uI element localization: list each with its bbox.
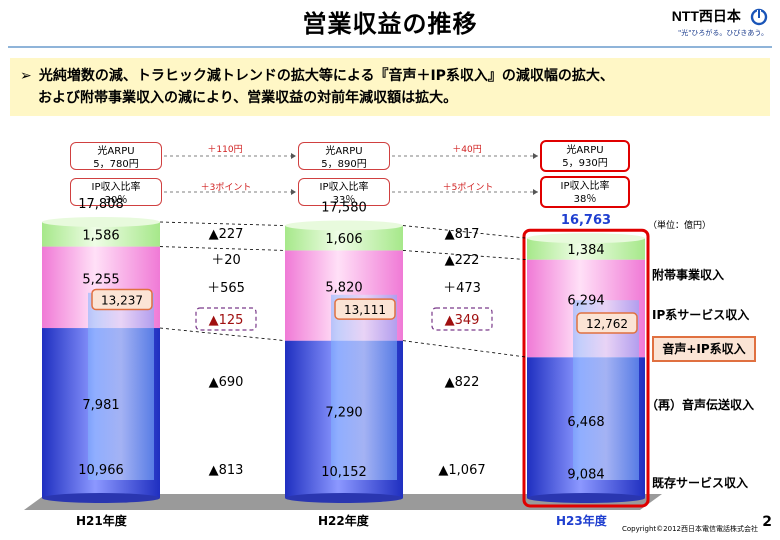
label-existing-0: 10,966 (78, 463, 124, 478)
connector-total-0 (159, 221, 286, 226)
legend-ip: IP系サービス収入 (652, 308, 750, 322)
ntt-logo-icon (750, 8, 768, 25)
label-existing-1: 10,152 (321, 465, 367, 480)
bar-base-1 (285, 493, 403, 503)
bar-base-0 (42, 493, 160, 503)
arrow-arpu-2-head (533, 153, 538, 159)
legend-voice: （再）音声伝送収入 (646, 398, 755, 412)
voice-ip-box-2 (576, 312, 638, 334)
title-divider (8, 46, 772, 48)
inner-voice-ip-0 (88, 292, 154, 480)
x-label-h23: H23年度 (556, 514, 607, 528)
label-total-0: 17,808 (78, 197, 124, 212)
label-voice-ip-0: 13,237 (101, 294, 143, 308)
connector-ip-0 (159, 246, 286, 251)
change-voice-ip-1: ▲349 (445, 313, 480, 328)
label-aux-1: 1,606 (325, 232, 362, 247)
change-total-1: ▲817 (445, 227, 480, 242)
connector-existing-0 (159, 327, 286, 342)
arrow-arpu-1-head (291, 153, 296, 159)
tagline: "光"ひろがる。ひびきあう。 (677, 29, 768, 37)
banner-line-2: および附帯事業収入の減により、営業収益の対前年減収額は拡大。 (38, 90, 458, 106)
change-existing-1: ▲1,067 (438, 463, 485, 478)
x-label-h22: H22年度 (318, 514, 369, 528)
x-label-h21: H21年度 (76, 514, 127, 528)
legend-existing: 既存サービス収入 (652, 476, 749, 490)
label-voice-ip-2: 12,762 (586, 317, 628, 331)
label-aux-0: 1,586 (82, 228, 119, 243)
connector-existing-1 (402, 340, 528, 358)
bar-top-0 (42, 216, 160, 227)
change-voice-ip-0: ▲125 (209, 313, 244, 328)
ip-ratio-box-h21: IP収入比率 30％ (70, 178, 162, 206)
bar-top-1 (285, 220, 403, 231)
ip-ratio-box-h23: IP収入比率 38％ (540, 176, 630, 208)
company-name: NTT西日本 (671, 8, 741, 24)
legend-aux: 附帯事業収入 (652, 268, 725, 282)
arpu-box-h21: 光ARPU 5，780円 (70, 142, 162, 170)
change-voice-1: ▲822 (445, 375, 480, 390)
change-aux-1: ▲222 (445, 253, 480, 268)
bar-base-2 (527, 493, 645, 503)
connector-total-1 (402, 225, 528, 239)
arrow-ip-1-head (291, 189, 296, 195)
change-total-0: ▲227 (209, 227, 244, 242)
summary-banner: ➢ 光純増数の減、トラヒック減トレンドの拡大等による『音声＋IP系収入』の減収幅… (10, 58, 770, 116)
change-voice-0: ▲690 (209, 375, 244, 390)
arpu-delta-2: ＋40円 (452, 145, 482, 155)
change-aux-0: ＋20 (211, 253, 241, 268)
ip-ratio-box-h22: IP収入比率 33％ (298, 178, 390, 206)
connector-ip-1 (402, 250, 528, 261)
label-voice-2: 6,468 (567, 415, 604, 430)
arpu-delta-1: ＋110円 (207, 145, 243, 155)
page-title: 営業収益の推移 (302, 10, 478, 38)
brand: NTT西日本 "光"ひろがる。ひびきあう。 (672, 6, 768, 38)
arpu-box-h23: 光ARPU 5，930円 (540, 140, 630, 172)
label-voice-1: 7,290 (325, 406, 362, 421)
arpu-box-h22: 光ARPU 5，890円 (298, 142, 390, 170)
label-ip-1: 5,820 (325, 281, 362, 296)
label-total-2: 16,763 (561, 213, 611, 228)
page-number: 2 (762, 514, 772, 530)
inner-voice-ip-1 (331, 294, 397, 480)
legend-voice-ip: 音声+IP系収入 (652, 336, 756, 362)
change-existing-0: ▲813 (209, 463, 244, 478)
label-aux-2: 1,384 (567, 243, 604, 258)
change-ip-0: ＋565 (207, 281, 245, 296)
change-voice-ip-box-1 (431, 307, 493, 331)
unit-label: （単位：億円） (648, 221, 712, 231)
bar-top-2 (527, 233, 645, 244)
label-voice-0: 7,981 (82, 398, 119, 413)
ip-delta-1: ＋3ポイント (200, 183, 252, 193)
ip-delta-2: ＋5ポイント (442, 183, 494, 193)
label-voice-ip-1: 13,111 (344, 303, 386, 317)
copyright: Copyright©2012西日本電信電話株式会社 (621, 525, 758, 533)
banner-line-1: ➢ 光純増数の減、トラヒック減トレンドの拡大等による『音声＋IP系収入』の減収幅… (20, 65, 760, 87)
label-ip-0: 5,255 (82, 272, 119, 287)
arrow-ip-2-head (533, 189, 538, 195)
change-voice-ip-box-0 (195, 307, 257, 331)
voice-ip-box-0 (91, 288, 153, 311)
label-ip-2: 6,294 (567, 293, 604, 308)
label-existing-2: 9,084 (567, 467, 604, 482)
bar-aux-2 (527, 238, 645, 260)
change-ip-1: ＋473 (443, 281, 481, 296)
highlight-frame-h23 (522, 228, 650, 508)
voice-ip-box-1 (334, 298, 396, 320)
bullet-arrow-icon: ➢ (20, 68, 32, 84)
label-total-1: 17,580 (321, 201, 367, 216)
